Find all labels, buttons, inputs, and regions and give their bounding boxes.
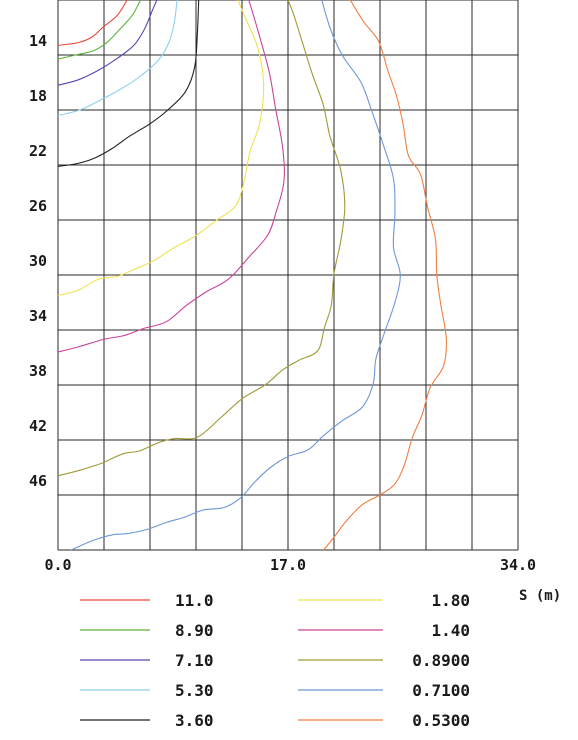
contour-line-7.10 — [58, 0, 158, 86]
legend-label: 8.90 — [175, 621, 214, 640]
contour-line-1.40 — [58, 0, 285, 353]
legend-label: 11.0 — [175, 591, 214, 610]
y-tick-label: 38 — [29, 362, 47, 380]
y-tick-label: 30 — [29, 252, 47, 270]
y-tick-label: 42 — [29, 417, 47, 435]
y-tick-label: 34 — [29, 307, 47, 325]
legend-label: 0.7100 — [412, 681, 470, 700]
contour-line-0.8900 — [58, 0, 346, 477]
legend-label: 7.10 — [175, 651, 214, 670]
x-tick-label: 0.0 — [44, 556, 71, 574]
legend-label: 0.8900 — [412, 651, 470, 670]
legend: 11.0 8.90 7.10 5.30 3.60 1.80 1.40 0.8900 0.7100… — [80, 591, 470, 730]
y-tick-label: 26 — [29, 197, 47, 215]
contour-line-5.30 — [58, 0, 178, 117]
contour-line-11.0 — [58, 0, 128, 46]
x-axis-ticks: 0.0 17.0 34.0 — [44, 556, 536, 574]
legend-label: 1.40 — [431, 621, 470, 640]
y-tick-label: 46 — [29, 472, 47, 490]
legend-label: 3.60 — [175, 711, 214, 730]
y-tick-label: 22 — [29, 142, 47, 160]
y-tick-label: 18 — [29, 87, 47, 105]
contour-line-0.7100 — [70, 0, 401, 550]
y-axis-ticks: 14 18 22 26 30 34 38 42 46 — [29, 32, 47, 490]
x-tick-label: 34.0 — [500, 556, 536, 574]
legend-label: 0.5300 — [412, 711, 470, 730]
contour-line-0.5300 — [322, 0, 447, 550]
x-tick-label: 17.0 — [270, 556, 306, 574]
contour-line-1.80 — [58, 0, 265, 297]
legend-label: 1.80 — [431, 591, 470, 610]
contour-line-3.60 — [58, 0, 200, 167]
contour-lines — [58, 0, 447, 550]
x-axis-label: S (m) — [519, 588, 561, 604]
contour-line-8.90 — [58, 0, 141, 60]
plot-grid — [57, 0, 519, 551]
legend-label: 5.30 — [175, 681, 214, 700]
y-tick-label: 14 — [29, 32, 47, 50]
